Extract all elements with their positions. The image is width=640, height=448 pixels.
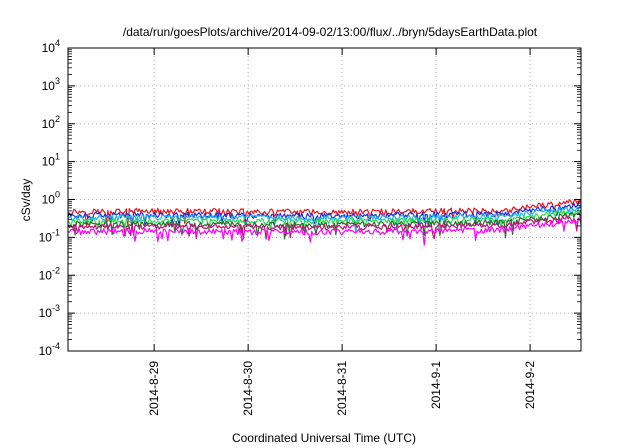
chart-title: /data/run/goesPlots/archive/2014-09-02/1… [123,25,538,39]
y-tick-label: 104 [42,38,60,55]
y-tick-label: 101 [42,152,60,169]
x-tick-label: 2014-9-2 [523,361,537,409]
series-layer [67,198,582,246]
y-axis-label: cSv/day [19,179,33,222]
y-tick-label: 102 [42,114,60,131]
grid [68,48,581,351]
series-line [67,198,582,228]
y-tick-label: 10-4 [39,341,60,358]
series-line [67,217,582,246]
x-tick-label: 2014-8-30 [241,361,255,416]
y-tick-label: 10-2 [39,265,60,282]
series-line [67,205,582,234]
x-tick-label: 2014-8-31 [335,361,349,416]
x-tick-label: 2014-9-1 [429,361,443,409]
y-tick-label: 103 [42,76,60,93]
series-line [67,212,582,240]
x-axis-label: Coordinated Universal Time (UTC) [232,431,416,445]
series-line [67,215,582,240]
y-tick-label: 10-3 [39,303,60,320]
ticks: 10-4 10-3 10-2 10-1 100 101 102 103 104 2014-8-29… [39,38,581,416]
y-tick-label: 100 [42,190,60,207]
y-tick-label: 10-1 [39,227,60,244]
x-tick-label: 2014-8-29 [147,361,161,416]
